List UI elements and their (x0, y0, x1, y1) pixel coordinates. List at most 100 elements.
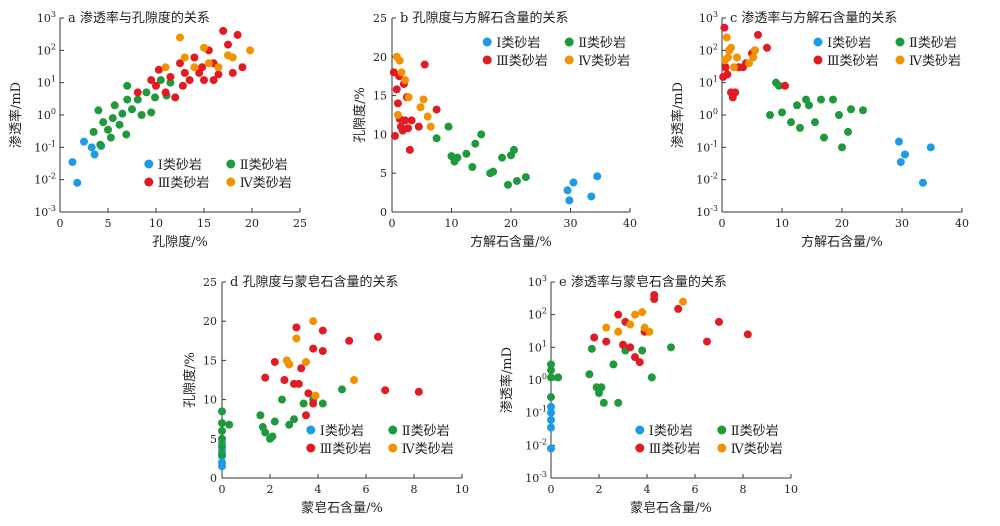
y-tick-label: 102 (699, 42, 718, 57)
data-point (90, 150, 99, 159)
data-point (498, 153, 507, 162)
series-1 (547, 402, 555, 453)
data-point (128, 105, 136, 114)
data-point (805, 101, 813, 110)
data-point (214, 63, 223, 72)
x-tick-label: 0 (719, 217, 726, 230)
y-tick-label: 25 (203, 276, 217, 289)
data-point (200, 43, 208, 52)
series-4 (721, 33, 759, 72)
data-point (724, 53, 732, 62)
y-axis-label: 渗透率/mD (499, 347, 515, 413)
data-point (401, 76, 410, 85)
data-point (432, 134, 441, 143)
data-point (228, 53, 237, 62)
series-4 (282, 317, 358, 400)
data-point (218, 458, 226, 467)
legend-marker (226, 177, 236, 187)
y-tick-label: 10-1 (696, 139, 718, 154)
x-tick-label: 2 (267, 483, 274, 496)
data-point (185, 76, 194, 85)
data-point (318, 346, 327, 355)
data-point (547, 373, 555, 382)
legend-marker (306, 443, 316, 453)
data-point (763, 43, 771, 52)
y-tick-label: 101 (528, 339, 547, 354)
y-tick-label: 10-3 (525, 470, 547, 485)
data-point (674, 304, 683, 313)
legend-marker (306, 425, 316, 435)
data-point (405, 145, 414, 154)
y-tick-label: 103 (528, 274, 547, 289)
x-tick-label: 30 (895, 217, 909, 230)
data-point (278, 395, 286, 404)
x-axis-label: 蒙皂石含量/% (301, 500, 383, 516)
data-point (416, 103, 425, 112)
data-point (122, 130, 131, 139)
legend-marker (482, 55, 492, 65)
data-point (152, 81, 160, 90)
data-point (214, 70, 223, 79)
legend-label: Ⅰ类砂岩 (320, 424, 364, 439)
data-point (256, 411, 265, 420)
data-point (390, 131, 399, 140)
y-tick-label: 10-1 (34, 139, 56, 154)
data-point (392, 85, 401, 94)
data-point (509, 145, 518, 154)
data-point (722, 33, 731, 42)
data-point (80, 137, 88, 146)
data-point (444, 122, 453, 131)
series-3 (590, 290, 752, 367)
data-point (393, 111, 402, 119)
y-tick-label: 10-2 (34, 172, 56, 187)
data-point (462, 149, 471, 158)
legend: Ⅰ类砂岩 Ⅱ类砂岩 Ⅲ类砂岩 Ⅳ类砂岩 (635, 424, 783, 457)
data-point (631, 353, 639, 362)
data-point (147, 76, 156, 85)
legend-label: Ⅲ类砂岩 (496, 54, 548, 69)
data-point (468, 162, 477, 171)
data-point (751, 46, 759, 55)
data-point (395, 56, 404, 65)
data-point (453, 153, 462, 162)
data-point (778, 108, 786, 117)
data-point (512, 176, 521, 185)
y-tick-label: 5 (210, 433, 217, 446)
data-point (569, 178, 578, 187)
series-2 (218, 385, 346, 459)
data-point (290, 415, 298, 424)
y-tick-label: 101 (699, 75, 718, 90)
data-point (733, 53, 741, 62)
data-point (151, 93, 160, 102)
data-point (154, 65, 163, 74)
data-point (270, 357, 279, 366)
data-point (829, 95, 837, 104)
legend-marker (564, 37, 574, 47)
data-point (599, 398, 608, 407)
data-point (96, 140, 105, 149)
data-point (614, 327, 623, 336)
x-tick-label: 10 (775, 217, 789, 230)
data-point (133, 95, 142, 104)
legend-label: Ⅱ类砂岩 (909, 36, 957, 51)
data-point (775, 81, 783, 90)
data-point (609, 360, 618, 369)
legend-label: Ⅰ类砂岩 (158, 158, 202, 173)
x-axis-label: 方解石含量/% (470, 234, 552, 250)
y-tick-label: 10-2 (525, 437, 547, 452)
data-point (504, 180, 513, 189)
y-axis-label: 渗透率/mD (670, 82, 686, 148)
data-point (547, 402, 555, 411)
data-point (285, 360, 294, 369)
data-point (99, 118, 108, 127)
x-tick-label: 0 (548, 483, 555, 496)
data-point (471, 139, 480, 148)
legend: Ⅰ类砂岩 Ⅱ类砂岩 Ⅲ类砂岩 Ⅳ类砂岩 (482, 36, 630, 69)
data-point (926, 143, 935, 152)
data-point (318, 326, 327, 335)
y-tick-label: 0 (210, 472, 217, 485)
data-point (68, 158, 77, 167)
data-point (404, 124, 413, 133)
legend-marker (226, 159, 236, 169)
